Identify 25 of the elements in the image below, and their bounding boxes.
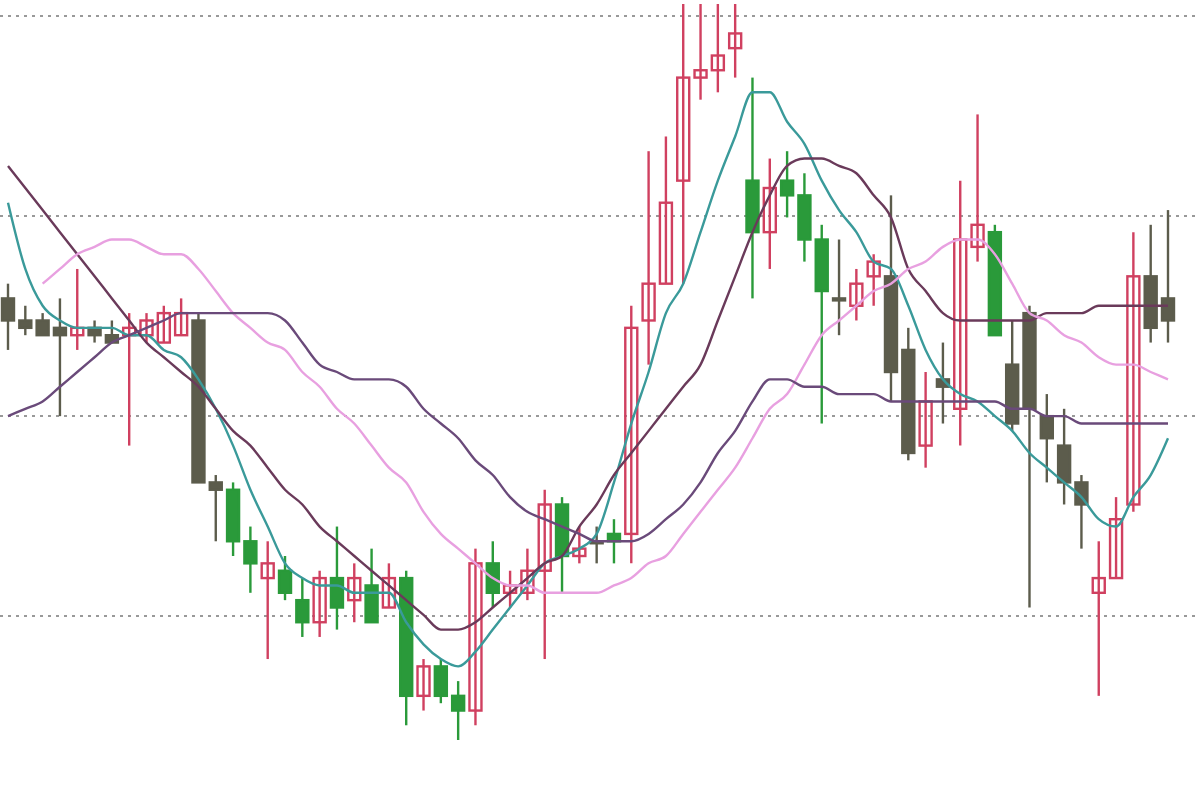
candlestick <box>727 2 743 79</box>
candlestick <box>70 267 85 352</box>
candlestick <box>381 562 397 609</box>
candlestick <box>329 525 345 631</box>
candlestick <box>121 311 137 447</box>
candlestick <box>416 657 431 712</box>
candlestick <box>831 238 847 337</box>
candlestick <box>1126 230 1141 514</box>
candlestick <box>347 562 362 624</box>
candlestick <box>866 253 881 307</box>
candlestick <box>572 525 587 565</box>
candlestick <box>364 547 379 624</box>
candlestick <box>762 157 777 271</box>
candlestick <box>918 370 933 469</box>
candlestick <box>468 547 483 727</box>
candlestick <box>624 304 639 565</box>
candlestick <box>1039 392 1055 484</box>
candlestick <box>312 569 327 639</box>
candlestick <box>589 525 604 565</box>
candlestick <box>849 267 864 322</box>
candlestick <box>485 540 500 609</box>
candlestick <box>537 488 552 661</box>
candlestick <box>295 576 310 639</box>
candlestick <box>260 540 275 661</box>
candlestick <box>277 554 293 602</box>
